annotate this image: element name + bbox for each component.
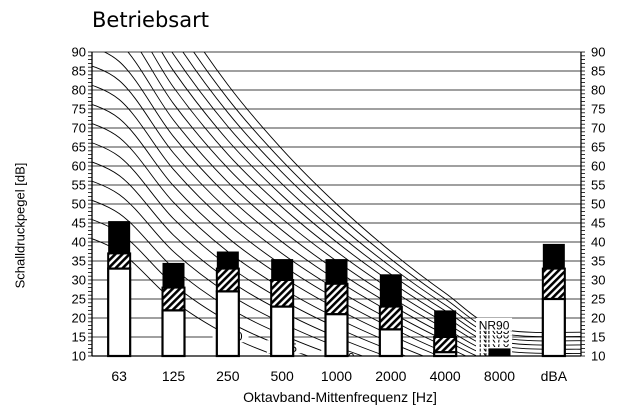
y-axis-ticks-right: 10 15 20 25 30 35 40 45 50 55 60 65 70 75 80 85 90 xyxy=(591,45,605,364)
nr-label-bg xyxy=(476,317,513,331)
y-tick-label-right: 60 xyxy=(591,159,605,174)
bar-segment-hatched xyxy=(270,279,295,308)
y-tick-label-right: 80 xyxy=(591,83,605,98)
y-tick-label-right: 70 xyxy=(591,121,605,136)
x-axis-ticks: 63 125 250 500 1000 2000 4000 8000 dBA xyxy=(111,368,567,384)
y-tick-label: 20 xyxy=(72,311,86,326)
nr-curve xyxy=(92,199,338,356)
y-tick-label: 70 xyxy=(72,121,86,136)
nr-curve xyxy=(103,52,479,356)
nr-curve xyxy=(92,238,279,356)
nr-curve xyxy=(193,52,581,338)
y-tick-label-right: 40 xyxy=(591,235,605,250)
nr-curve xyxy=(92,142,407,356)
y-tick-label-right: 10 xyxy=(591,349,605,364)
y-tick-label: 65 xyxy=(72,140,86,155)
plot-frame xyxy=(88,51,585,357)
y-tick-label: 35 xyxy=(72,254,86,269)
y-tick-label: 50 xyxy=(72,197,86,212)
chart-title: Betriebsart xyxy=(92,8,209,32)
bar-segment-base xyxy=(107,267,132,358)
nr-curve xyxy=(203,52,581,334)
y-tick-label: 55 xyxy=(72,178,86,193)
bar-segment-top xyxy=(216,251,239,269)
y-tick-label: 15 xyxy=(72,330,86,345)
bar-segment-hatched xyxy=(541,267,566,301)
x-tick-label: 2000 xyxy=(375,368,406,384)
bar-segment-top xyxy=(379,274,402,307)
y-tick-label: 90 xyxy=(72,45,86,60)
y-tick-label: 10 xyxy=(72,349,86,364)
nr-curve xyxy=(182,52,581,342)
bar-segment-top xyxy=(108,221,131,254)
bar-segment-base xyxy=(161,309,186,358)
y-tick-label: 30 xyxy=(72,273,86,288)
x-tick-label: 500 xyxy=(270,368,294,384)
nr-curve xyxy=(151,52,581,354)
y-axis-ticks-left: 10 15 20 25 30 35 40 45 50 55 60 65 70 75 80 85 90 xyxy=(72,45,86,364)
x-tick-label: 1000 xyxy=(321,368,352,384)
y-tick-label-right: 45 xyxy=(591,216,605,231)
y-tick-label-right: 85 xyxy=(591,64,605,79)
y-tick-label-right: 15 xyxy=(591,330,605,345)
x-tick-label: dBA xyxy=(541,368,568,384)
bar-segment-top xyxy=(434,310,457,337)
bar-segment-top xyxy=(162,262,185,288)
bar-segment-hatched xyxy=(324,282,349,316)
nr-curve xyxy=(171,52,581,346)
y-tick-label: 40 xyxy=(72,235,86,250)
bar-segment-hatched xyxy=(161,286,186,312)
nr-curve xyxy=(92,161,387,356)
y-tick-label: 25 xyxy=(72,292,86,307)
nr-curve xyxy=(140,52,519,356)
nr-curve xyxy=(161,52,581,350)
nr-curve-label: NR90 xyxy=(479,318,510,332)
bar-segment-base xyxy=(270,305,295,358)
nr-curves: NR0NR5NR10NR15NR20NR25NR30NR35NR40NR45NR… xyxy=(92,52,581,356)
nr-curve xyxy=(92,65,467,356)
y-tick-label-right: 35 xyxy=(591,254,605,269)
nr-curve xyxy=(92,180,364,356)
y-tick-label-right: 25 xyxy=(591,292,605,307)
bar-segment-base xyxy=(378,328,403,358)
nr-curve xyxy=(92,219,310,356)
y-tick-label-right: 50 xyxy=(591,197,605,212)
x-tick-label: 63 xyxy=(111,368,127,384)
x-tick-label: 125 xyxy=(162,368,186,384)
y-tick-label-right: 55 xyxy=(591,178,605,193)
bar-segment-top xyxy=(325,259,348,284)
y-tick-label: 60 xyxy=(72,159,86,174)
nr-curve xyxy=(92,104,441,356)
bar-segment-base xyxy=(541,297,566,358)
nr-curve xyxy=(92,84,456,356)
bar-segment-hatched xyxy=(215,267,240,293)
x-axis-label: Oktavband-Mittenfrequenz [Hz] xyxy=(243,389,437,405)
bar-segment-top xyxy=(271,259,294,280)
y-tick-label-right: 90 xyxy=(591,45,605,60)
bar-segment-base xyxy=(215,290,240,358)
y-tick-label: 75 xyxy=(72,102,86,117)
bar-segment-top xyxy=(488,348,511,356)
y-tick-label: 80 xyxy=(72,83,86,98)
bar-segment-top xyxy=(542,243,565,269)
nr-curve xyxy=(127,52,492,356)
y-tick-label-right: 75 xyxy=(591,102,605,117)
y-tick-label-right: 30 xyxy=(591,273,605,288)
y-tick-label: 45 xyxy=(72,216,86,231)
x-tick-label: 4000 xyxy=(430,368,461,384)
bar-segment-base xyxy=(324,313,349,358)
nr-curve xyxy=(92,123,425,356)
x-tick-label: 250 xyxy=(216,368,240,384)
x-tick-label: 8000 xyxy=(484,368,515,384)
bar-segment-hatched xyxy=(107,252,132,270)
y-tick-label: 85 xyxy=(72,64,86,79)
bar-segment-hatched xyxy=(378,305,403,331)
y-tick-label-right: 20 xyxy=(591,311,605,326)
bar-segment-hatched xyxy=(433,336,458,354)
y-tick-label-right: 65 xyxy=(591,140,605,155)
